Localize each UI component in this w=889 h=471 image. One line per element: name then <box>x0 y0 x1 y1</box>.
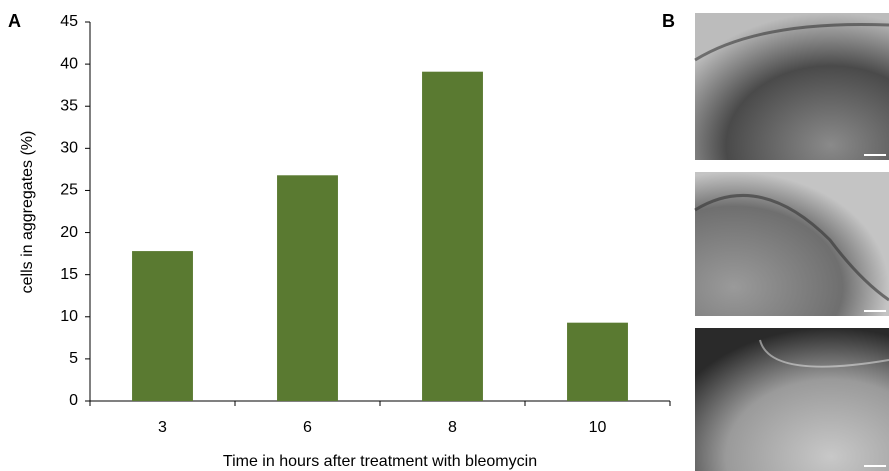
micrograph <box>695 13 889 160</box>
y-tick-label: 20 <box>60 224 78 241</box>
y-tick-label: 25 <box>60 182 78 199</box>
bar <box>277 175 338 401</box>
bar <box>567 322 628 401</box>
y-tick-label: 5 <box>69 350 78 367</box>
x-axis-label: Time in hours after treatment with bleom… <box>223 453 537 470</box>
y-tick-label: 35 <box>60 97 78 114</box>
y-tick-label: 30 <box>60 140 78 157</box>
panel-label: A <box>8 11 21 31</box>
bar <box>132 251 193 401</box>
panel-label: B <box>662 11 675 31</box>
x-tick-label: 10 <box>589 419 607 436</box>
y-tick-label: 15 <box>60 266 78 283</box>
x-tick-label: 3 <box>158 419 167 436</box>
micrograph <box>695 172 889 316</box>
x-tick-label: 8 <box>448 419 457 436</box>
y-axis-label: cells in aggregates (%) <box>19 131 36 294</box>
y-tick-label: 45 <box>60 13 78 30</box>
x-tick-label: 6 <box>303 419 312 436</box>
micrograph <box>695 328 889 471</box>
y-tick-label: 40 <box>60 55 78 72</box>
y-tick-label: 10 <box>60 308 78 325</box>
micrographs <box>694 13 889 471</box>
y-tick-label: 0 <box>69 392 78 409</box>
bar <box>422 71 483 402</box>
